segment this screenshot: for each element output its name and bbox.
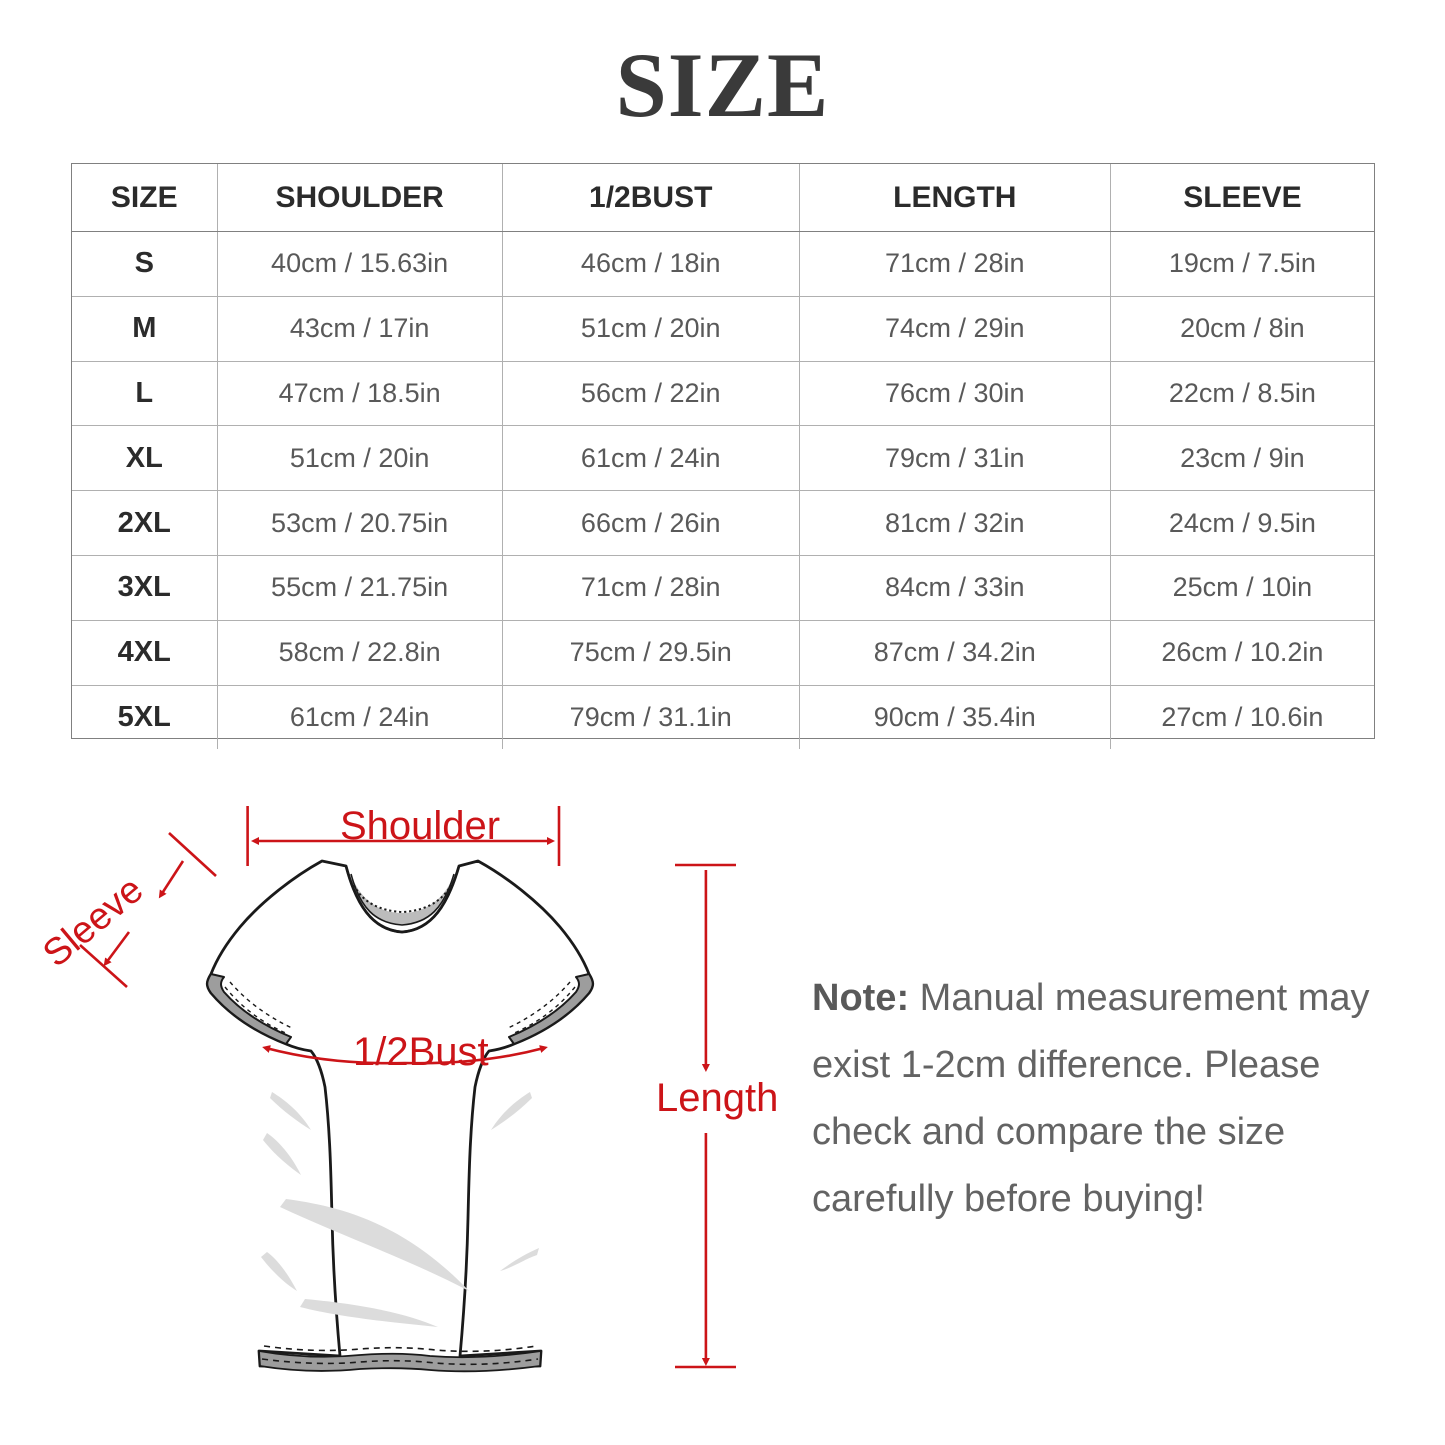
- svg-text:Length: Length: [656, 1076, 778, 1120]
- svg-text:Sleeve: Sleeve: [35, 869, 151, 976]
- svg-text:1/2Bust: 1/2Bust: [353, 1030, 489, 1074]
- svg-text:Shoulder: Shoulder: [340, 804, 500, 848]
